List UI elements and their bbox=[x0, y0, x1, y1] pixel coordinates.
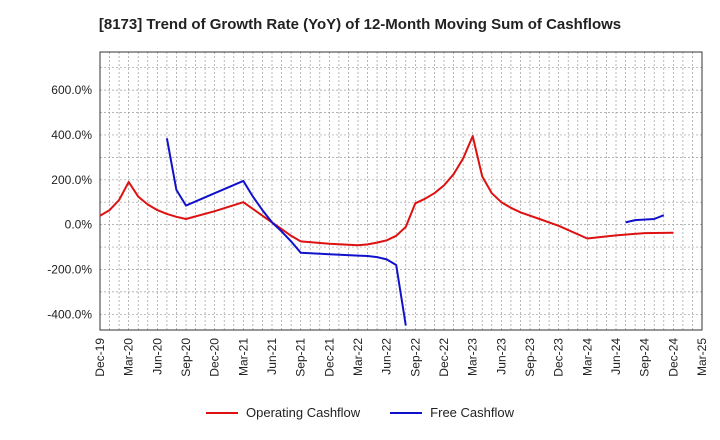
y-tick-label: 400.0% bbox=[51, 128, 92, 142]
y-tick-label: 0.0% bbox=[65, 218, 93, 232]
y-tick-label: 600.0% bbox=[51, 83, 92, 97]
x-tick-label: Dec-20 bbox=[208, 338, 222, 377]
x-tick-label: Dec-22 bbox=[437, 338, 451, 377]
x-tick-label: Sep-23 bbox=[523, 338, 537, 377]
series-line-operating-cashflow bbox=[99, 135, 674, 247]
x-tick-label: Mar-21 bbox=[236, 338, 250, 376]
x-tick-label: Dec-23 bbox=[552, 338, 566, 377]
x-tick-label: Sep-20 bbox=[179, 338, 193, 377]
y-tick-label: -200.0% bbox=[47, 262, 92, 276]
x-tick-label: Jun-23 bbox=[494, 338, 508, 375]
x-tick-label: Dec-21 bbox=[322, 338, 336, 377]
legend-item-free: Free Cashflow bbox=[390, 405, 514, 420]
x-tick-label: Sep-24 bbox=[638, 338, 652, 377]
series-line-free-cashflow bbox=[625, 214, 665, 224]
legend-swatch-operating bbox=[206, 411, 238, 414]
x-tick-label: Mar-25 bbox=[695, 338, 709, 376]
legend-swatch-free bbox=[390, 411, 423, 414]
series-line-free-cashflow bbox=[165, 138, 407, 326]
x-tick-label: Jun-24 bbox=[609, 338, 623, 375]
chart-legend: Operating Cashflow Free Cashflow bbox=[0, 405, 720, 420]
x-tick-label: Sep-21 bbox=[294, 338, 308, 377]
legend-item-operating: Operating Cashflow bbox=[206, 405, 360, 420]
plot-frame bbox=[99, 51, 703, 331]
x-tick-label: Dec-24 bbox=[666, 338, 680, 377]
chart-title: [8173] Trend of Growth Rate (YoY) of 12-… bbox=[98, 16, 622, 33]
x-tick-label: Mar-23 bbox=[466, 338, 480, 376]
x-tick-label: Sep-22 bbox=[408, 338, 422, 377]
x-tick-label: Mar-24 bbox=[580, 338, 594, 376]
x-tick-label: Dec-19 bbox=[93, 338, 107, 377]
x-tick-label: Jun-21 bbox=[265, 338, 279, 375]
y-tick-label: 200.0% bbox=[51, 173, 92, 187]
y-tick-label: -400.0% bbox=[47, 307, 92, 321]
x-tick-label: Mar-22 bbox=[351, 338, 365, 376]
x-tick-label: Jun-22 bbox=[380, 338, 394, 375]
x-tick-label: Mar-20 bbox=[122, 338, 136, 376]
legend-label-operating: Operating Cashflow bbox=[246, 405, 361, 420]
legend-label-free: Free Cashflow bbox=[430, 405, 514, 420]
x-tick-label: Jun-20 bbox=[150, 338, 164, 375]
